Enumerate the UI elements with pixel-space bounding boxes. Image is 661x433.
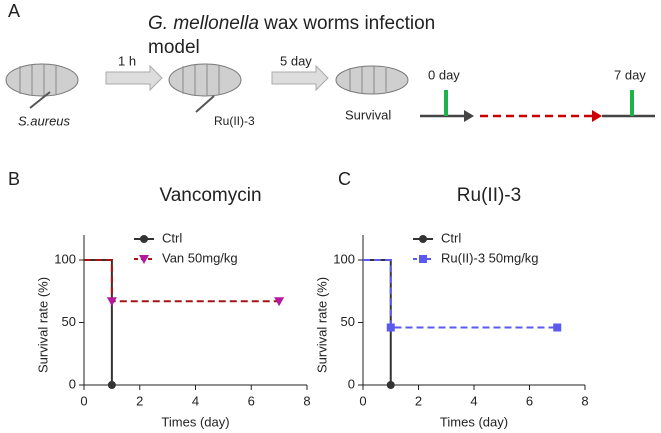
- outcome: Survival: [345, 107, 391, 122]
- y-tick-label: 50: [341, 314, 355, 329]
- x-axis-label: Times (day): [440, 414, 508, 429]
- title-rest: wax worms infection model: [148, 13, 436, 58]
- x-axis-label: Times (day): [161, 414, 229, 429]
- x-tick-label: 8: [303, 393, 310, 408]
- pathogen: S.aureus: [18, 113, 71, 128]
- series-line: [84, 259, 113, 385]
- x-tick-label: 6: [248, 393, 255, 408]
- marker: [419, 235, 427, 243]
- timeline: [420, 90, 655, 122]
- step-label: 5 day: [280, 53, 312, 68]
- y-tick-label: 0: [348, 376, 355, 391]
- legend-label: Ru(II)-3 50mg/kg: [441, 250, 539, 265]
- x-tick-label: 0: [359, 393, 366, 408]
- x-tick-label: 2: [136, 393, 143, 408]
- chart-title: Ru(II)-3: [457, 185, 521, 206]
- legend-label: Van 50mg/kg: [162, 250, 238, 265]
- marker: [274, 297, 285, 307]
- legend-label: Ctrl: [441, 230, 461, 245]
- worm-segments: [19, 64, 387, 96]
- y-axis-label: Survival rate (%): [35, 277, 50, 373]
- syringe: [29, 91, 215, 113]
- y-tick-label: 100: [54, 251, 76, 266]
- title-italic: G. mellonella: [148, 13, 259, 34]
- panel-label: B: [8, 169, 20, 189]
- marker: [553, 323, 562, 332]
- x-tick-label: 2: [415, 393, 422, 408]
- series-line: [84, 259, 280, 303]
- panel-title: G. mellonella wax worms infection model: [148, 12, 478, 60]
- series-line: [363, 259, 558, 329]
- panel-label: C: [338, 169, 351, 189]
- timeline-label: 0 day: [428, 67, 460, 82]
- y-tick-label: 50: [62, 314, 76, 329]
- marker: [419, 255, 427, 263]
- panel-label: A: [8, 1, 20, 21]
- x-tick-label: 4: [192, 393, 199, 408]
- y-tick-label: 100: [333, 251, 355, 266]
- chart-title: Vancomycin: [159, 185, 261, 206]
- marker: [139, 255, 149, 264]
- marker: [386, 323, 395, 332]
- y-tick-label: 0: [69, 376, 76, 391]
- drug: Ru(II)-3: [214, 114, 255, 128]
- step-arrow: [105, 64, 329, 92]
- marker: [106, 297, 117, 307]
- x-tick-label: 8: [581, 393, 588, 408]
- marker: [107, 381, 116, 389]
- step-label: 1 h: [118, 53, 136, 68]
- x-tick-label: 4: [470, 393, 477, 408]
- x-tick-label: 0: [80, 393, 87, 408]
- worm: [5, 63, 409, 97]
- y-axis-label: Survival rate (%): [314, 277, 329, 373]
- marker: [386, 381, 395, 389]
- timeline-label: 7 day: [614, 67, 646, 82]
- x-tick-label: 6: [526, 393, 533, 408]
- legend-label: Ctrl: [162, 230, 182, 245]
- series-line: [363, 259, 392, 385]
- marker: [140, 235, 148, 243]
